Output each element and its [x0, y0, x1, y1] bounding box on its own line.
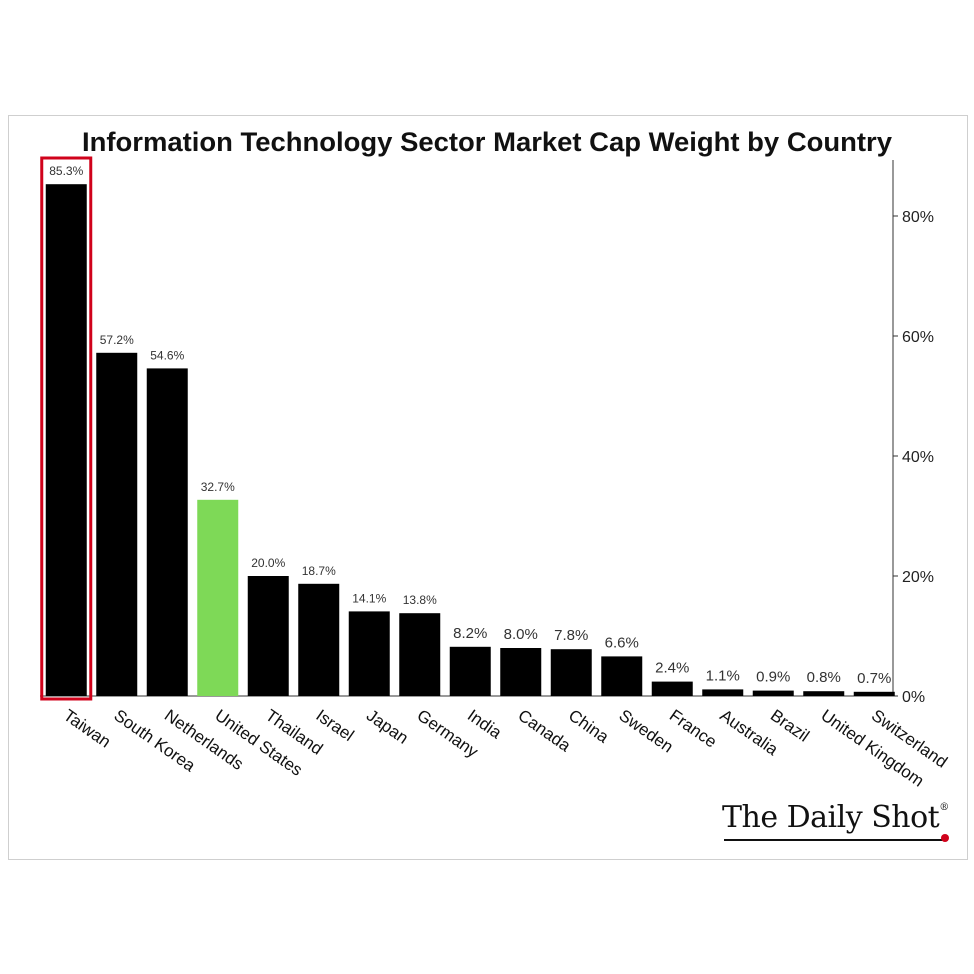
data-label: 0.9%: [756, 669, 790, 686]
y-tick-label: 0%: [902, 689, 925, 706]
bar: [197, 499, 239, 696]
data-label: 57.2%: [100, 333, 134, 347]
logo-underline: [724, 839, 944, 841]
bar: [399, 613, 441, 696]
y-tick-label: 60%: [902, 329, 934, 346]
bar: [752, 690, 794, 696]
data-label: 8.0%: [504, 626, 538, 643]
bar: [247, 576, 289, 696]
data-label: 18.7%: [302, 564, 336, 578]
y-tick-label: 80%: [902, 209, 934, 226]
data-labels-group: 85.3% 57.2% 54.6% 32.7% 20.0% 18.7% 14.1% 13.8%…: [49, 164, 891, 687]
bar: [803, 691, 845, 696]
bar: [651, 681, 693, 696]
data-label: 32.7%: [201, 480, 235, 494]
data-label: 8.2%: [453, 625, 487, 642]
chart-title: Information Technology Sector Market Cap…: [82, 127, 892, 157]
source-brand: The Daily Shot: [722, 800, 940, 835]
bar: [449, 646, 491, 696]
x-tick-label: Canada: [514, 706, 574, 756]
registered-mark: ®: [939, 802, 949, 813]
data-label: 20.0%: [251, 556, 285, 570]
data-label: 13.8%: [403, 593, 437, 607]
logo-dot: [941, 834, 949, 842]
x-tick-label: Sweden: [615, 706, 676, 757]
bar: [96, 352, 138, 696]
highlight-outline: [40, 156, 93, 701]
bar: [853, 691, 895, 696]
x-tick-label: Japan: [363, 706, 412, 748]
data-label: 0.8%: [807, 669, 841, 686]
bar: [601, 656, 643, 696]
data-label: 1.1%: [706, 667, 740, 684]
x-tick-label: France: [666, 706, 720, 752]
bar: [298, 583, 340, 696]
y-tick-label: 40%: [902, 449, 934, 466]
bar: [45, 184, 87, 696]
bar: [500, 648, 542, 696]
bar: [348, 611, 390, 696]
y-axis: 0% 20% 40% 60% 80%: [893, 209, 934, 706]
y-tick-label: 20%: [902, 569, 934, 586]
data-label: 7.8%: [554, 627, 588, 644]
bar: [550, 649, 592, 696]
data-label: 14.1%: [352, 591, 386, 605]
data-label: 2.4%: [655, 660, 689, 677]
bar: [702, 689, 744, 696]
x-tick-label: Taiwan: [60, 706, 114, 752]
source-logo: The Daily Shot®: [722, 800, 949, 835]
data-label: 54.6%: [150, 348, 184, 362]
data-label: 6.6%: [605, 634, 639, 651]
data-label: 0.7%: [857, 670, 891, 687]
bar: [146, 368, 188, 696]
data-label: 85.3%: [49, 164, 83, 178]
bars-group: [45, 184, 895, 696]
